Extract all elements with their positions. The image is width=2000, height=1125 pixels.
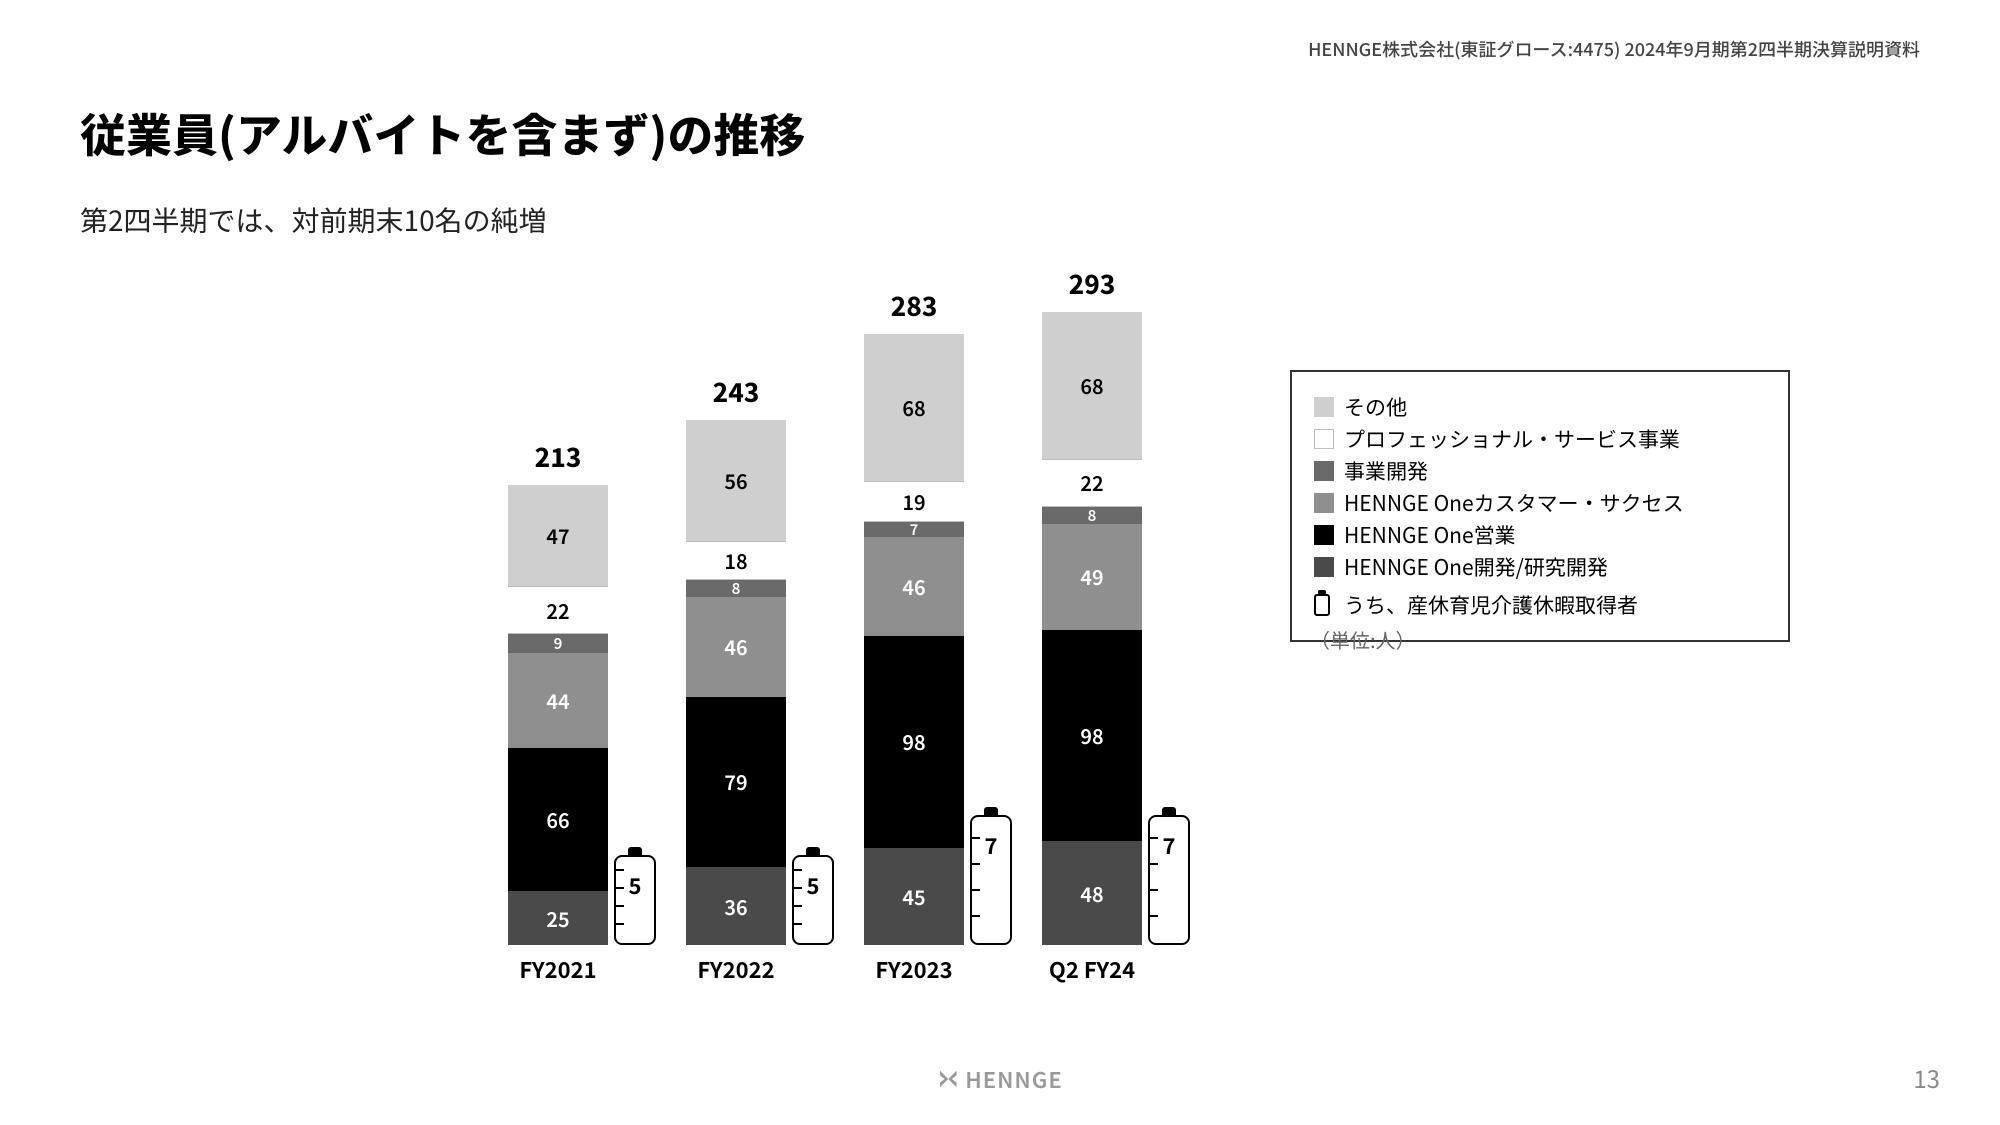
bar-total: 243 [686, 373, 786, 410]
header-note: HENNGE株式会社(東証グロース:4475) 2024年9月期第2四半期決算説… [1308, 36, 1920, 62]
bottle-value: 5 [807, 869, 820, 901]
employee-stacked-bar-chart: 25664492247213FY2021536794681856243FY202… [480, 280, 1200, 980]
legend-item: 事業開発 [1314, 456, 1766, 486]
bar-segment-other: 47 [508, 485, 608, 587]
legend-item-leave: うち、産休育児介護休暇取得者 [1314, 590, 1766, 620]
brand-logo: HENNGE [937, 1063, 1062, 1095]
bottle-icon: 5 [792, 855, 834, 945]
bar-segment-biz: 8 [686, 580, 786, 597]
legend-swatch [1314, 525, 1334, 545]
bar-segment-prof: 22 [508, 586, 608, 634]
bar-segment-prof: 22 [1042, 459, 1142, 507]
bar-segment-biz: 7 [864, 522, 964, 537]
unit-note: （単位:人） [1310, 625, 1416, 654]
bar-segment-biz: 9 [508, 634, 608, 653]
bar-segment-dev: 36 [686, 867, 786, 945]
chart-legend: その他プロフェッショナル・サービス事業事業開発HENNGE Oneカスタマー・サ… [1290, 370, 1790, 642]
bar-segment-other: 68 [864, 334, 964, 481]
bar-segment-other: 68 [1042, 312, 1142, 459]
bar-segment-sales: 98 [864, 636, 964, 848]
legend-swatch [1314, 429, 1334, 449]
bottle-value: 7 [1163, 829, 1176, 861]
legend-label: 事業開発 [1344, 456, 1428, 486]
legend-swatch [1314, 557, 1334, 577]
legend-label: うち、産休育児介護休暇取得者 [1344, 590, 1638, 620]
page-number: 13 [1913, 1060, 1940, 1095]
x-axis-label: FY2021 [488, 953, 628, 985]
legend-label: HENNGE One開発/研究開発 [1344, 552, 1608, 582]
subtitle: 第2四半期では、対前期末10名の純増 [80, 200, 547, 240]
bottle-icon: 7 [1148, 815, 1190, 945]
legend-item: HENNGE Oneカスタマー・サクセス [1314, 488, 1766, 518]
bar-segment-other: 56 [686, 420, 786, 541]
bottle-value: 7 [985, 829, 998, 861]
bar-total: 283 [864, 287, 964, 324]
bar-total: 213 [508, 438, 608, 475]
legend-label: HENNGE Oneカスタマー・サクセス [1344, 488, 1684, 518]
page-title: 従業員(アルバイトを含まず)の推移 [80, 100, 805, 166]
x-axis-label: FY2022 [666, 953, 806, 985]
bar-segment-prof: 18 [686, 541, 786, 580]
bar-segment-cs: 44 [508, 653, 608, 748]
legend-label: プロフェッショナル・サービス事業 [1344, 424, 1680, 454]
legend-swatch [1314, 493, 1334, 513]
bar-segment-dev: 48 [1042, 841, 1142, 945]
x-axis-label: Q2 FY24 [1022, 953, 1162, 985]
bar-segment-sales: 79 [686, 697, 786, 868]
legend-swatch [1314, 461, 1334, 481]
legend-item: その他 [1314, 392, 1766, 422]
brand-text: HENNGE [965, 1063, 1062, 1095]
legend-label: その他 [1344, 392, 1407, 422]
bar-segment-dev: 25 [508, 891, 608, 945]
bottle-icon: 7 [970, 815, 1012, 945]
bar-segment-biz: 8 [1042, 507, 1142, 524]
bar-segment-cs: 49 [1042, 524, 1142, 630]
bottle-icon [1314, 594, 1330, 616]
slide: HENNGE株式会社(東証グロース:4475) 2024年9月期第2四半期決算説… [0, 0, 2000, 1125]
x-axis-label: FY2023 [844, 953, 984, 985]
legend-item: HENNGE One営業 [1314, 520, 1766, 550]
legend-label: HENNGE One営業 [1344, 520, 1516, 550]
bottle-value: 5 [629, 869, 642, 901]
legend-swatch [1314, 397, 1334, 417]
bar-segment-prof: 19 [864, 481, 964, 522]
legend-item: HENNGE One開発/研究開発 [1314, 552, 1766, 582]
bar-total: 293 [1042, 265, 1142, 302]
bar-segment-cs: 46 [686, 597, 786, 696]
brand-icon [937, 1068, 959, 1090]
bottle-icon: 5 [614, 855, 656, 945]
legend-item: プロフェッショナル・サービス事業 [1314, 424, 1766, 454]
bar-segment-sales: 98 [1042, 630, 1142, 842]
bar-segment-dev: 45 [864, 848, 964, 945]
bar-segment-cs: 46 [864, 537, 964, 636]
bar-segment-sales: 66 [508, 748, 608, 891]
